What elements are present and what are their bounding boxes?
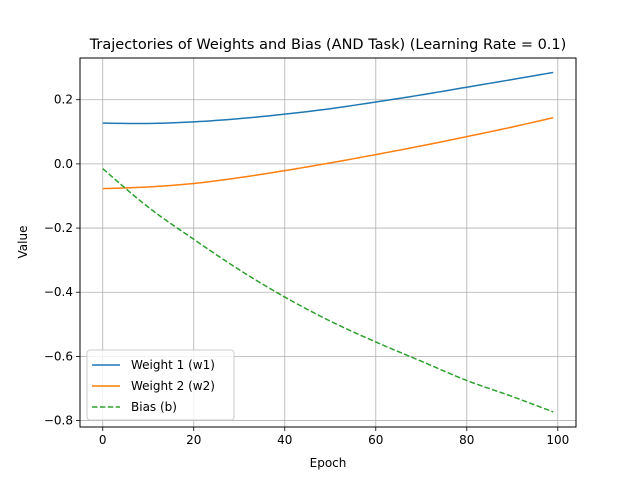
x-tick-label: 100: [546, 433, 569, 447]
y-tick-label: 0.0: [54, 157, 73, 171]
legend: Weight 1 (w1) Weight 2 (w2) Bias (b): [86, 349, 235, 421]
series-line-1: [102, 71, 554, 125]
y-tick-label: 0.2: [54, 93, 73, 107]
legend-label-1: Weight 1 (w1): [131, 358, 215, 372]
y-axis-label: Value: [16, 226, 30, 259]
legend-label-3: Bias (b): [131, 400, 177, 414]
chart-title: Trajectories of Weights and Bias (AND Ta…: [89, 37, 567, 53]
series-lines: [102, 71, 554, 413]
y-tick-label: −0.4: [44, 285, 73, 299]
x-tick-label: 40: [277, 433, 292, 447]
x-tick-label: 20: [186, 433, 201, 447]
x-axis-ticks: 0 20 40 60 80 100: [99, 427, 569, 447]
x-tick-label: 80: [459, 433, 474, 447]
y-tick-label: −0.6: [44, 349, 73, 363]
y-tick-label: −0.8: [44, 414, 73, 428]
legend-label-2: Weight 2 (w2): [131, 379, 215, 393]
y-tick-label: −0.2: [44, 221, 73, 235]
series-line-3: [102, 168, 554, 413]
x-tick-label: 60: [368, 433, 383, 447]
legend-box: [86, 349, 235, 421]
series-line-2: [102, 116, 554, 190]
x-tick-label: 0: [99, 433, 107, 447]
plot-frame: [79, 57, 577, 428]
y-axis-ticks: −0.8 −0.6 −0.4 −0.2 0.0 0.2: [44, 93, 80, 428]
x-axis-label: Epoch: [310, 456, 347, 470]
